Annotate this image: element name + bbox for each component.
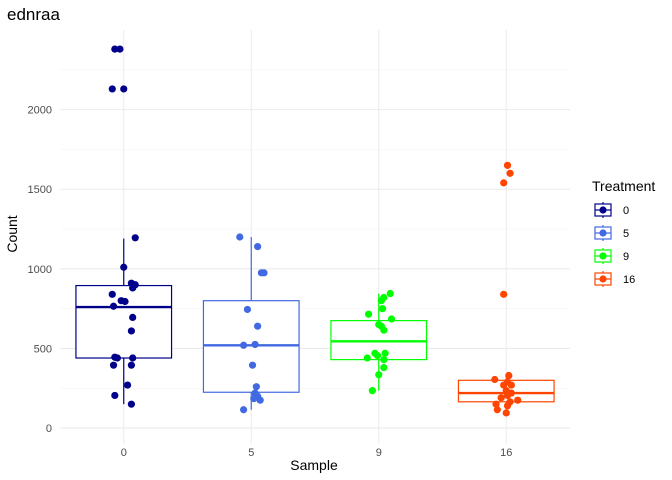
legend-label: 9 [623, 251, 629, 263]
legend-item-5: 5 [594, 225, 629, 241]
x-axis-title: Sample [290, 457, 338, 473]
data-point [491, 375, 499, 384]
legend-key-point [599, 229, 607, 237]
data-points [108, 45, 522, 417]
legend-key-point [599, 206, 607, 214]
data-point [506, 169, 514, 177]
legend-label: 0 [623, 205, 629, 217]
data-point [493, 406, 501, 414]
data-point [131, 234, 139, 242]
data-point [129, 313, 137, 322]
legend-item-9: 9 [594, 248, 629, 264]
box-iqr [75, 284, 173, 359]
data-point [127, 361, 135, 369]
y-axis-ticks: 0 500 1000 1500 2000 [28, 105, 52, 435]
data-point [129, 284, 137, 292]
legend-item-0: 0 [594, 202, 629, 218]
data-point [375, 371, 383, 379]
data-point [260, 269, 268, 277]
data-point [240, 406, 248, 414]
data-point [380, 363, 388, 372]
data-point [381, 349, 389, 357]
data-point [502, 409, 510, 417]
data-point [500, 179, 508, 187]
legend: Treatment 0 5 9 16 [592, 178, 655, 287]
data-point [109, 361, 118, 369]
data-point [120, 85, 128, 93]
data-point [108, 290, 116, 298]
data-point [248, 361, 257, 369]
data-point [252, 383, 260, 391]
data-point [503, 161, 512, 169]
data-point [116, 45, 124, 53]
legend-key-point [599, 252, 607, 260]
data-point [500, 290, 508, 298]
data-point [378, 305, 387, 313]
y-tick-label: 500 [34, 343, 52, 355]
data-point [386, 289, 394, 298]
data-point [363, 354, 371, 362]
data-point [380, 326, 388, 334]
legend-item-16: 16 [594, 271, 635, 287]
data-point [111, 391, 119, 400]
data-point [497, 394, 505, 402]
x-tick-label: 16 [500, 447, 512, 459]
data-point [123, 381, 132, 389]
data-point [503, 402, 512, 410]
legend-label: 16 [623, 274, 635, 286]
data-point [254, 322, 262, 330]
legend-label: 5 [623, 228, 629, 240]
data-point [251, 340, 259, 349]
data-point [109, 302, 118, 310]
data-point [377, 297, 385, 305]
data-point [505, 371, 513, 380]
legend-title: Treatment [592, 178, 655, 194]
data-point [250, 395, 258, 403]
data-point [368, 387, 376, 395]
data-point [240, 341, 248, 349]
data-point [243, 305, 252, 314]
data-point [503, 391, 512, 400]
y-axis-title: Count [4, 215, 20, 252]
data-point [127, 327, 135, 335]
boxplot-0 [75, 238, 173, 405]
data-point [120, 263, 128, 271]
data-point [256, 396, 264, 404]
data-point [127, 400, 135, 408]
data-point [514, 396, 522, 404]
data-point [380, 356, 388, 364]
x-tick-label: 9 [376, 447, 382, 459]
data-point [387, 315, 396, 323]
data-point [108, 85, 116, 93]
data-point [236, 233, 244, 241]
x-tick-label: 0 [121, 447, 127, 459]
x-tick-label: 5 [248, 447, 254, 459]
data-point [113, 354, 121, 362]
data-point [129, 354, 137, 362]
data-point [111, 45, 119, 53]
data-point [254, 242, 262, 251]
x-axis-ticks: 0 5 9 16 [121, 447, 513, 459]
legend-key-point [599, 275, 607, 283]
data-point [121, 297, 129, 306]
data-point [373, 352, 382, 360]
data-point [500, 381, 508, 389]
y-tick-label: 0 [46, 423, 52, 435]
y-tick-label: 2000 [28, 105, 52, 117]
data-point [507, 381, 515, 389]
y-tick-label: 1500 [28, 184, 52, 196]
data-point [364, 310, 373, 318]
y-tick-label: 1000 [28, 264, 52, 276]
chart-title: ednraa [7, 5, 60, 24]
data-point [492, 400, 500, 408]
